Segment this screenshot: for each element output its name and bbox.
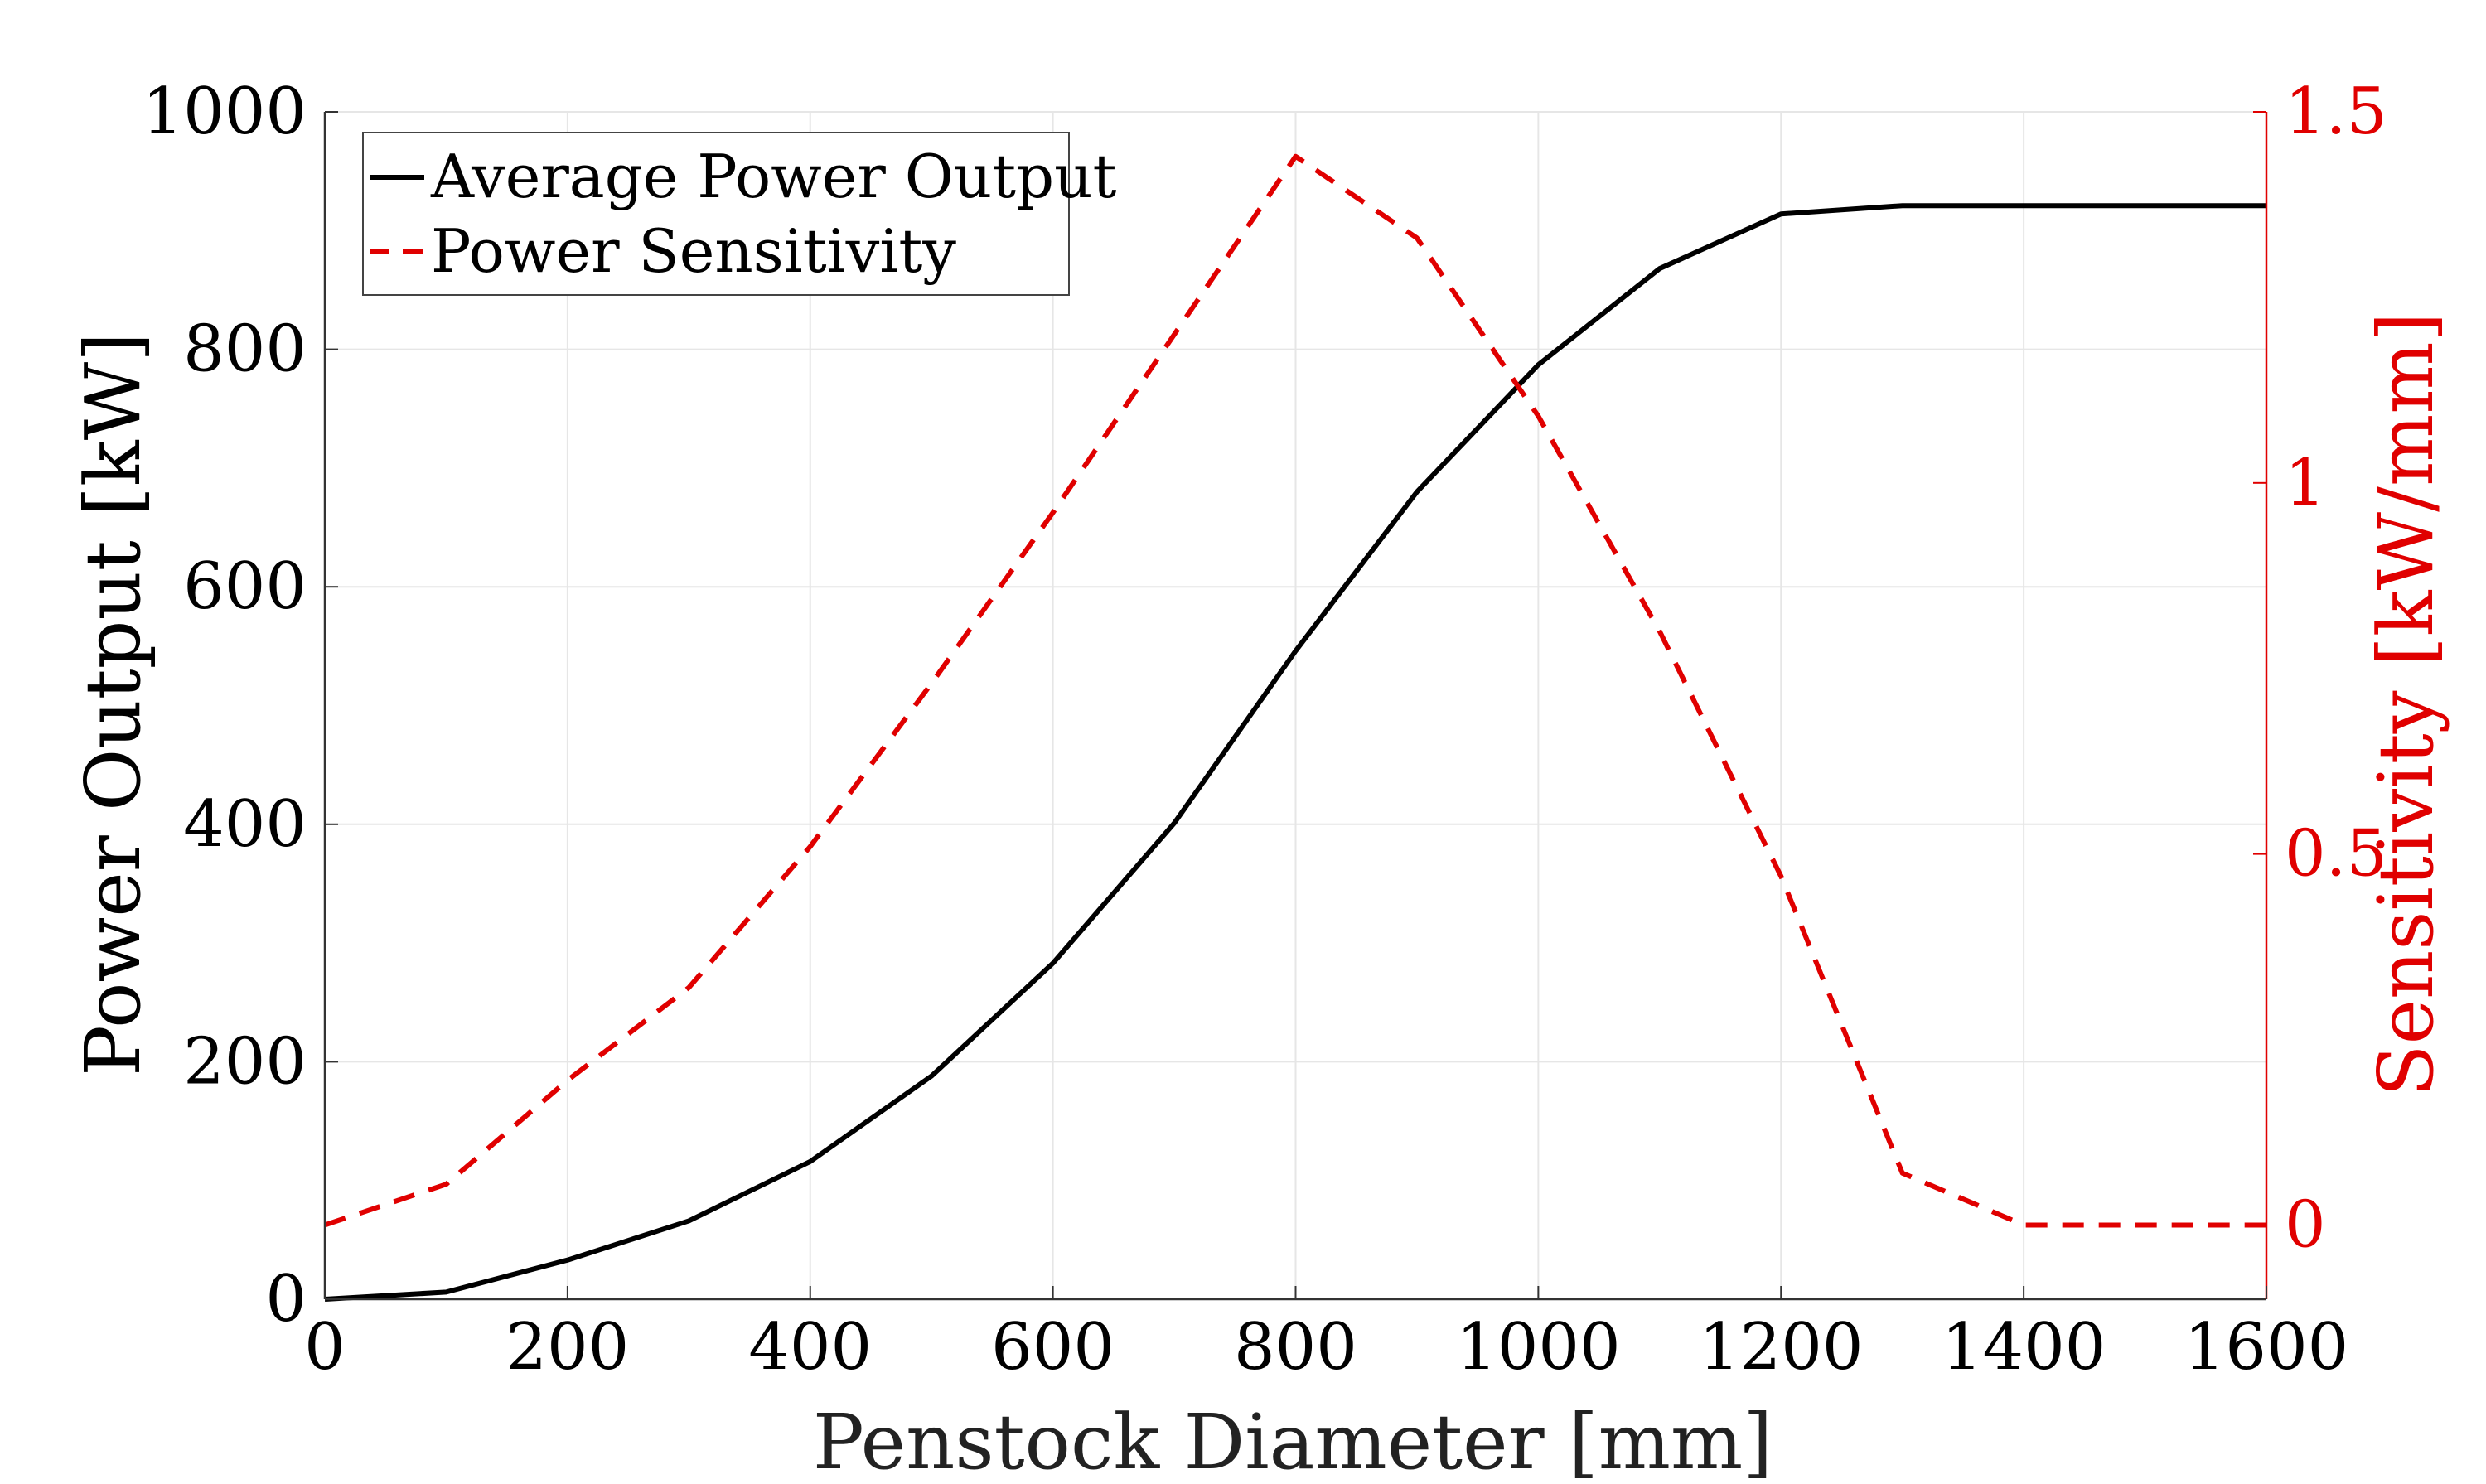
legend-box bbox=[362, 132, 1070, 296]
series-layer bbox=[324, 153, 2266, 1302]
x-tick-label: 200 bbox=[505, 1310, 629, 1385]
y-left-tick-label: 1000 bbox=[142, 75, 307, 149]
y-right-tick-label: 0 bbox=[2285, 1187, 2326, 1262]
y-left-tick-label: 800 bbox=[183, 312, 307, 387]
x-tick-label: 1600 bbox=[2184, 1310, 2349, 1385]
x-axis-title: Penstock Diameter [mm] bbox=[813, 1398, 1773, 1484]
legend: Average Power Output Power Sensitivity bbox=[362, 132, 1117, 296]
x-tick-label: 0 bbox=[304, 1310, 346, 1385]
x-tick-label: 1400 bbox=[1942, 1310, 2106, 1385]
y-right-tick-label: 1 bbox=[2285, 446, 2326, 520]
series-line-average-power-output bbox=[324, 203, 2266, 1302]
y-left-tick-label: 600 bbox=[183, 549, 307, 624]
x-tick-label: 400 bbox=[748, 1310, 872, 1385]
x-tick-label: 1000 bbox=[1456, 1310, 1621, 1385]
legend-label-power-sensitivity: Power Sensitivity bbox=[431, 216, 956, 286]
y-left-axis-title: Power Output [kW] bbox=[69, 332, 157, 1076]
x-tick-label: 600 bbox=[991, 1310, 1115, 1385]
legend-label-average-power-output: Average Power Output bbox=[430, 142, 1117, 211]
series-line-power-sensitivity bbox=[324, 153, 2266, 1228]
ticks-layer: 0 200 400 600 800 1000 1200 1400 1600 0 200 400 600 8… bbox=[142, 75, 2387, 1385]
y-left-tick-label: 400 bbox=[183, 787, 307, 862]
y-right-tick-label: 1.5 bbox=[2285, 75, 2387, 149]
y-left-tick-label: 200 bbox=[183, 1024, 307, 1099]
x-tick-label: 1200 bbox=[1699, 1310, 1864, 1385]
x-tick-label: 800 bbox=[1234, 1310, 1357, 1385]
y-left-tick-label: 0 bbox=[265, 1262, 307, 1337]
y-right-axis-title: Sensitivity [kW/mm] bbox=[2362, 312, 2450, 1097]
y-right-tick-label: 0.5 bbox=[2285, 817, 2387, 892]
